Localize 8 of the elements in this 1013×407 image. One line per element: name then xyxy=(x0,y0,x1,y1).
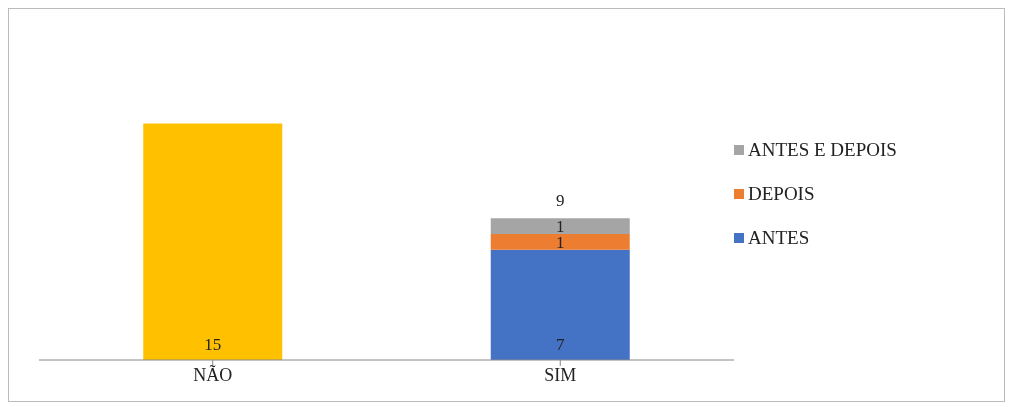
total-label: 9 xyxy=(556,191,565,211)
legend-label: DEPOIS xyxy=(748,183,815,205)
x-tick-label: NÃO xyxy=(193,363,233,385)
x-tick-label: SIM xyxy=(544,364,577,385)
legend-label: ANTES E DEPOIS xyxy=(748,139,897,161)
data-label: 7 xyxy=(556,335,565,354)
data-label: 15 xyxy=(204,335,222,354)
legend-label: ANTES xyxy=(748,227,810,249)
